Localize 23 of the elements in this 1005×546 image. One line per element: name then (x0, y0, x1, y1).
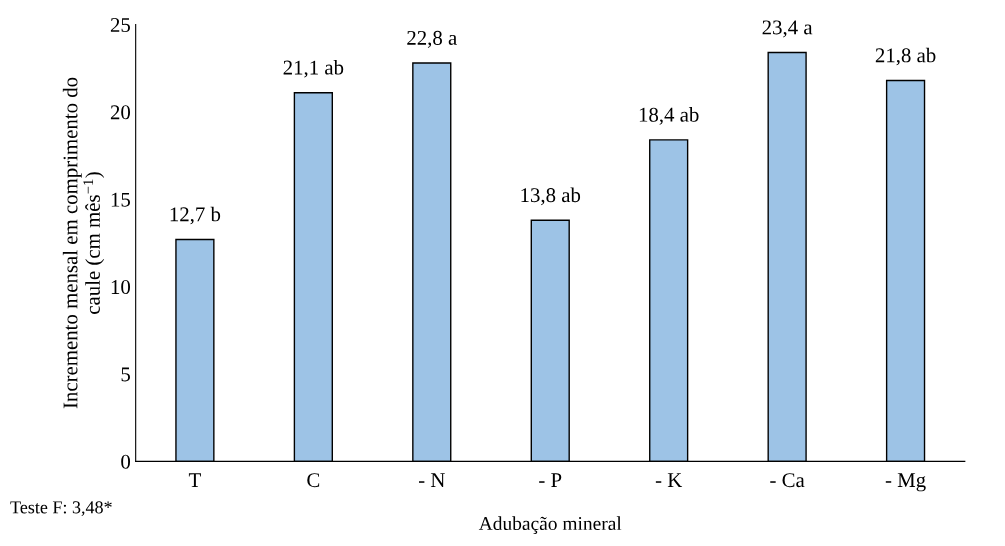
data-label: 22,8 a (407, 30, 457, 48)
data-label: 23,4 a (762, 20, 813, 38)
data-label: 18,4 ab (639, 107, 699, 125)
x-tick-label: - N (418, 473, 445, 487)
x-tick-label: C (307, 473, 320, 488)
y-tick-label: 5 (121, 367, 130, 382)
x-tick-label: - P (539, 473, 562, 487)
x-tick-label: - K (655, 473, 683, 487)
y-axis-title: Incremento mensal em comprimento do caule (cm mês$^{−1}$) (62, 77, 105, 409)
data-label: 13,8 ab (521, 187, 581, 206)
x-tick-label: - Ca (770, 473, 805, 488)
y-tick-label: 10 (111, 280, 131, 295)
x-tick-label: T (188, 473, 201, 487)
y-tick-label: 0 (121, 454, 131, 469)
data-label: 21,1 ab (283, 59, 344, 78)
text: Teste F: 3,48* (10, 501, 112, 517)
x-axis-title: Adubação mineral (478, 516, 622, 535)
data-label: 12,7 b (170, 206, 221, 225)
y-tick-label: 15 (111, 192, 130, 207)
data-label: 21,8 ab (875, 47, 936, 66)
y-tick-label: 25 (110, 18, 130, 32)
y-tick-label: 20 (110, 105, 131, 120)
x-tick-label: - Mg (885, 473, 926, 492)
